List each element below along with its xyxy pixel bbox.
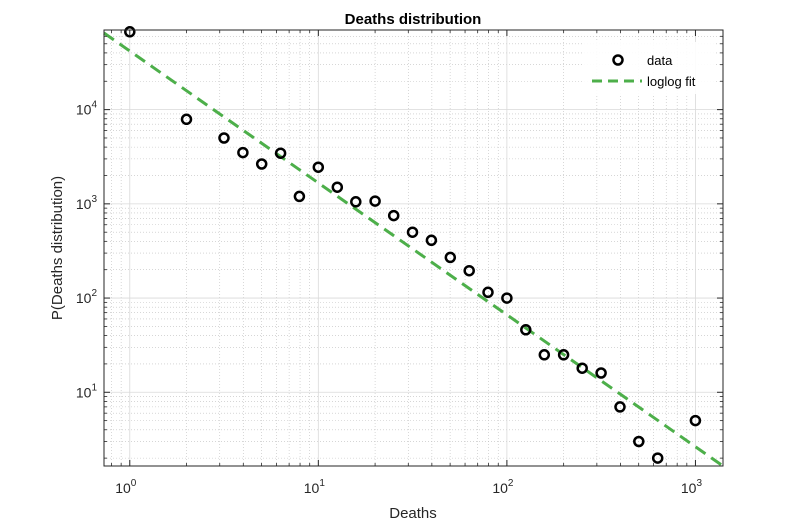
data-points [124, 26, 702, 464]
data-point [689, 414, 702, 427]
data-point [331, 181, 344, 193]
data-point [237, 146, 249, 159]
y-axis-label: P(Deaths distribution) [49, 176, 66, 320]
fit-layer [103, 31, 724, 468]
legend-data-label: data [647, 53, 673, 68]
tick-marks [104, 29, 723, 466]
y-tick-labels: 101 102 103 104 [76, 100, 98, 401]
x-tick-labels: 100 101 102 103 [115, 478, 702, 496]
data-point [557, 349, 570, 361]
data-point [463, 264, 475, 277]
data-point [312, 161, 325, 173]
data-point [387, 209, 400, 222]
data-point [651, 452, 664, 464]
x-tick-label: 101 [304, 478, 326, 496]
data-point [218, 132, 230, 144]
plot-frame [103, 29, 724, 467]
data-point [614, 401, 626, 413]
plot-background [104, 30, 723, 466]
data-point [538, 349, 551, 361]
y-tick-label: 101 [76, 382, 98, 400]
data-point [425, 234, 438, 247]
legend-data-marker [612, 54, 624, 66]
data-point [482, 286, 494, 299]
x-axis-label: Deaths [389, 505, 437, 522]
data-point [595, 367, 607, 379]
data-point [444, 251, 457, 264]
x-tick-label: 102 [492, 478, 514, 496]
data-point [501, 292, 513, 304]
data-point [255, 158, 268, 170]
data-point [576, 362, 588, 374]
data-point [124, 26, 136, 38]
data-point [274, 147, 287, 159]
legend-fit-label: loglog fit [647, 74, 696, 89]
data-point [293, 190, 306, 203]
x-tick-label: 100 [115, 478, 137, 496]
legend: data loglog fit [583, 42, 715, 94]
data-point [520, 324, 532, 336]
y-tick-label: 104 [76, 100, 98, 118]
chart-title: Deaths distribution [345, 11, 482, 28]
x-tick-label: 103 [681, 478, 703, 496]
data-point [350, 196, 362, 208]
y-tick-label: 102 [76, 288, 98, 306]
data-point [406, 226, 419, 238]
y-tick-label: 103 [76, 194, 98, 212]
fit-line [103, 31, 724, 468]
data-point [633, 435, 645, 448]
data-point [369, 195, 381, 207]
data-point [180, 113, 193, 126]
legend-box [583, 42, 715, 94]
